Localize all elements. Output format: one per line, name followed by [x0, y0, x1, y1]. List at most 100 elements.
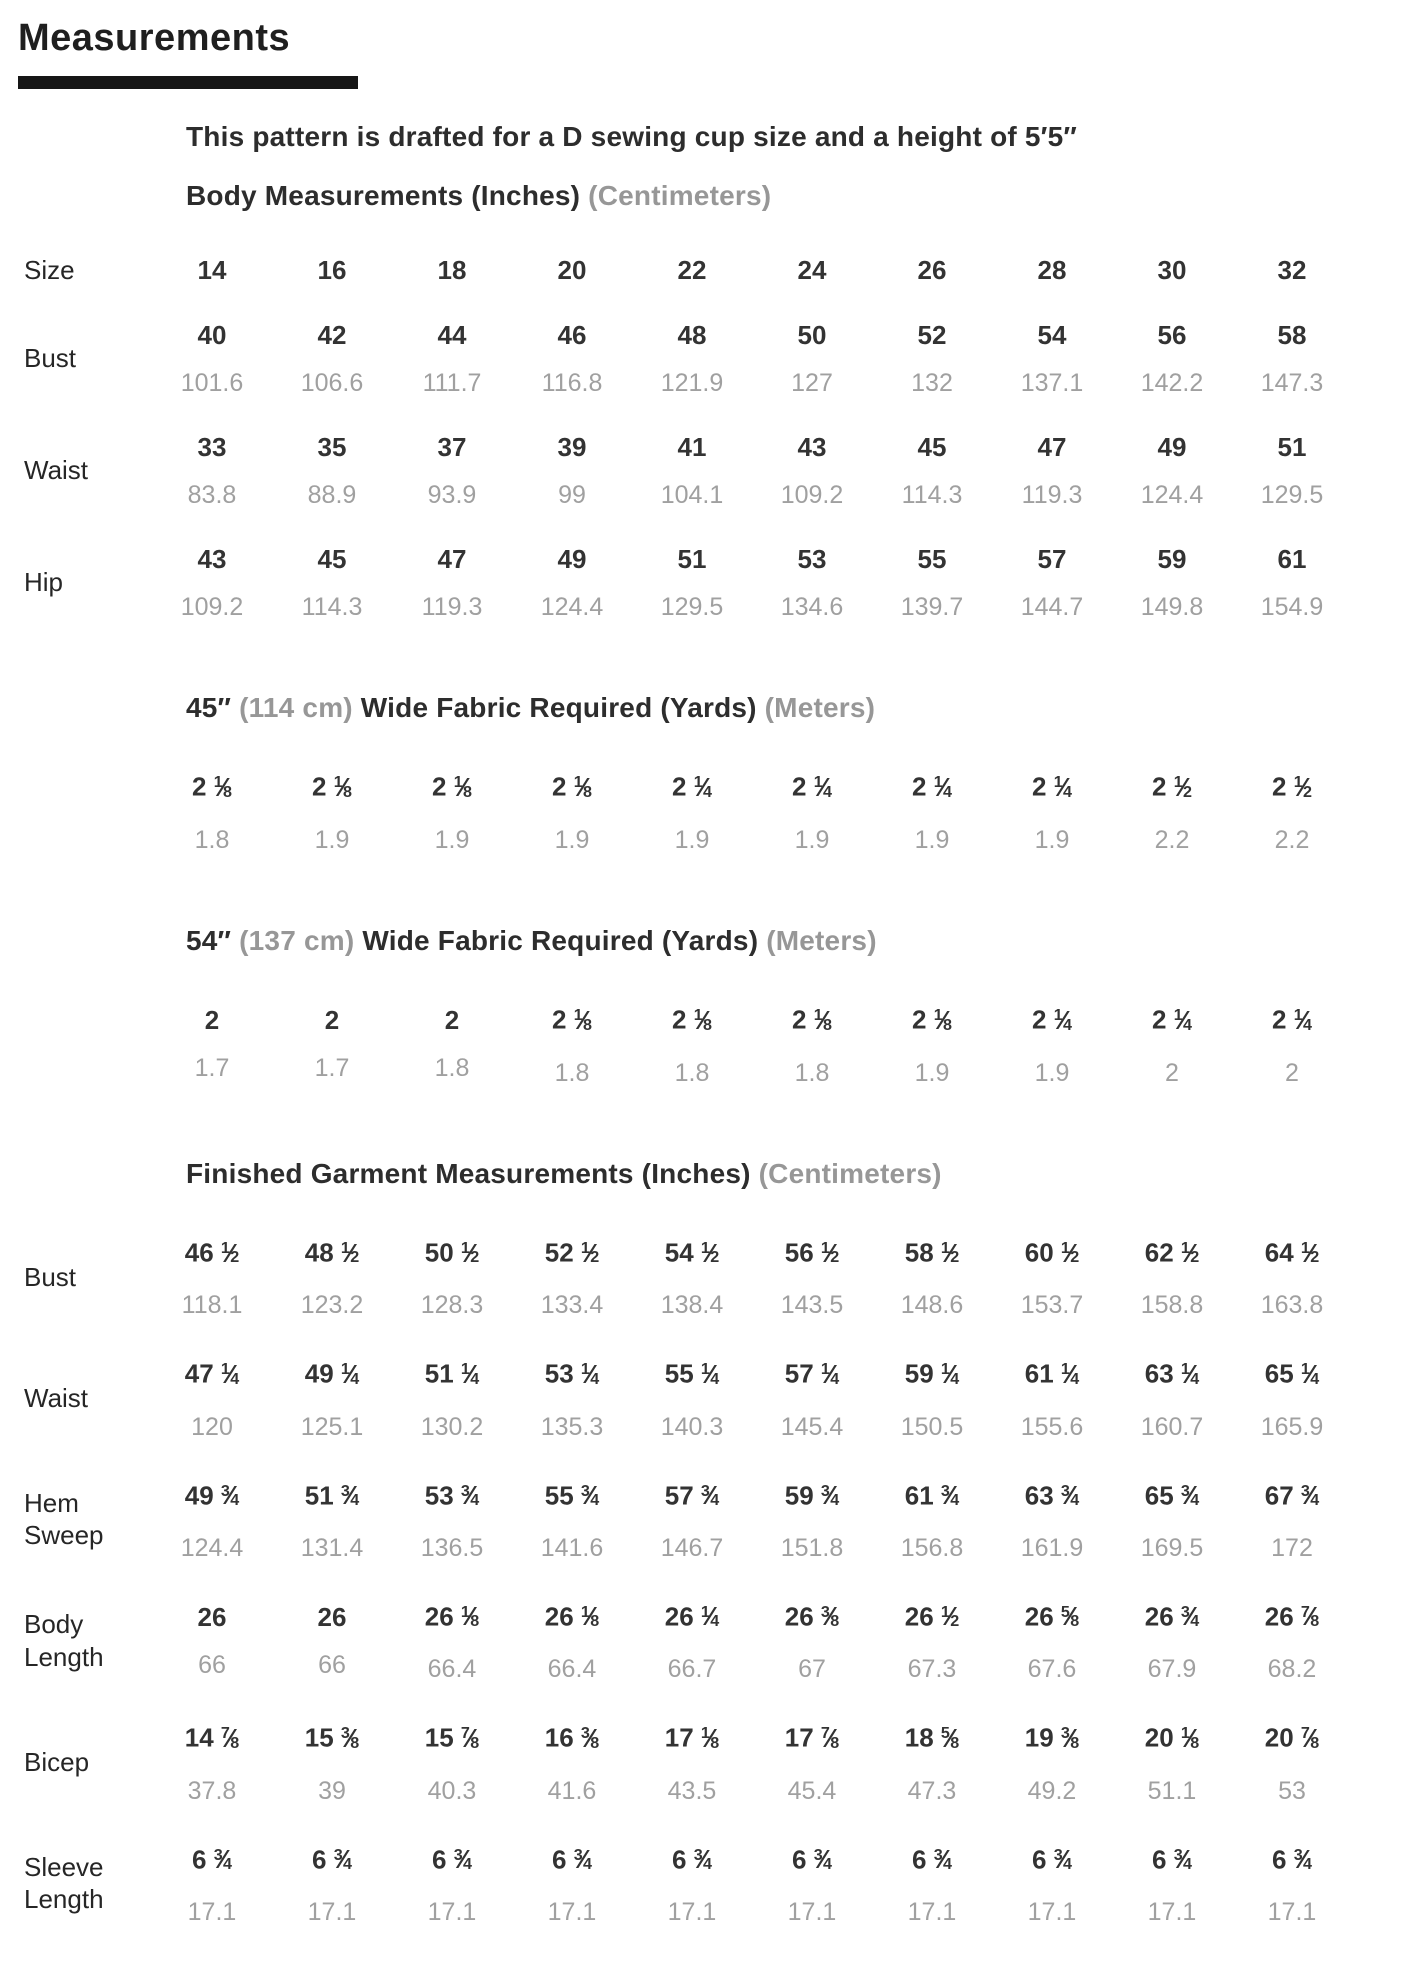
value-cm: 165.9 [1260, 1412, 1324, 1441]
value-cm: 1.8 [434, 1053, 470, 1082]
value-cm: 1.8 [554, 1058, 590, 1087]
value-inches: 2 [444, 1004, 460, 1035]
value-inches: 2 1⁄8 [912, 1004, 952, 1035]
value-cm: 1.9 [794, 825, 830, 854]
value-cell: 6 3⁄4 17.1 [1232, 1839, 1352, 1928]
fraction: 1⁄8 [813, 1004, 832, 1035]
fraction: 3⁄8 [580, 1722, 600, 1753]
value-inches: 47 1⁄4 [184, 1358, 240, 1389]
row-label: Hip [24, 567, 64, 598]
value-cell: 43 109.2 [152, 543, 272, 623]
value-cell: 14 7⁄8 37.8 [152, 1717, 272, 1806]
value-inches: 56 [1157, 319, 1187, 350]
value-cm: 104.1 [660, 480, 724, 509]
heading-alt-unit: (Meters) [766, 924, 877, 956]
row-label: Bust [24, 343, 77, 374]
row-bust: Bust 46 1⁄2 118.1 48 1⁄2 123.2 50 1⁄2 128.3 52 … [18, 1216, 1421, 1337]
value-inches: 48 1⁄2 [304, 1237, 360, 1268]
value-inches: 58 [1277, 319, 1307, 350]
value-inches: 55 [917, 543, 947, 574]
value-cm: 17.1 [1267, 1898, 1317, 1927]
value-cm: 1.9 [914, 825, 950, 854]
value-cell: 30 [1112, 254, 1232, 286]
value-cell: 2 1.7 [152, 1004, 272, 1084]
value-cell: 49 124.4 [512, 543, 632, 623]
row-label: Bust [24, 1261, 77, 1292]
value-inches: 14 [197, 255, 227, 286]
fraction: 3⁄4 [340, 1480, 360, 1511]
value-inches: 51 [1277, 431, 1307, 462]
value-inches: 47 [1037, 431, 1067, 462]
value-cell: 6 3⁄4 17.1 [1112, 1839, 1232, 1928]
value-cm: 123.2 [300, 1291, 364, 1320]
fraction: 1⁄8 [1180, 1722, 1200, 1753]
value-cm: 66 [318, 1650, 346, 1679]
value-cm: 17.1 [1027, 1898, 1077, 1927]
value-inches: 26 [917, 255, 947, 286]
fraction: 3⁄4 [700, 1480, 720, 1511]
value-inches: 14 7⁄8 [184, 1722, 240, 1753]
value-inches: 53 [797, 543, 827, 574]
value-cell: 2 1⁄4 1.9 [752, 766, 872, 855]
value-cell: 26 7⁄8 68.2 [1232, 1596, 1352, 1685]
value-inches: 57 1⁄4 [784, 1358, 840, 1389]
row-hem-sweep: Hem Sweep 49 3⁄4 124.4 51 3⁄4 131.4 53 3⁄4 136… [18, 1459, 1421, 1580]
value-inches: 59 1⁄4 [904, 1358, 960, 1389]
fraction: 1⁄2 [220, 1237, 240, 1268]
value-cell: 62 1⁄2 158.8 [1112, 1232, 1232, 1321]
value-cm: 128.3 [420, 1291, 484, 1320]
value-inches: 26 1⁄2 [904, 1601, 960, 1632]
value-cell: 45 114.3 [872, 431, 992, 511]
value-cm: 66.4 [547, 1655, 597, 1684]
fraction: 1⁄8 [573, 1004, 592, 1035]
row-fabric-54: 2 1.7 2 1.7 2 1.8 2 1⁄8 1.8 2 1⁄8 1.8 2 1⁄8 1.8 2 1⁄… [18, 983, 1421, 1104]
value-inches: 48 [677, 319, 707, 350]
value-cm: 49.2 [1027, 1776, 1077, 1805]
value-inches: 26 [317, 1601, 347, 1632]
fraction: 3⁄8 [340, 1722, 360, 1753]
value-cell: 57 144.7 [992, 543, 1112, 623]
value-cm: 1.9 [674, 825, 710, 854]
fraction: 3⁄4 [693, 1844, 712, 1875]
value-cell: 51 129.5 [1232, 431, 1352, 511]
value-cm: 137.1 [1020, 368, 1084, 397]
value-cm: 43.5 [667, 1776, 717, 1805]
value-inches: 41 [677, 431, 707, 462]
fraction: 1⁄4 [220, 1358, 240, 1389]
value-cm: 141.6 [540, 1534, 604, 1563]
fraction: 1⁄2 [940, 1237, 960, 1268]
value-cm: 146.7 [660, 1534, 724, 1563]
value-inches: 20 [557, 255, 587, 286]
fraction: 1⁄4 [1180, 1358, 1200, 1389]
fraction: 7⁄8 [1300, 1722, 1320, 1753]
value-cell: 2 1⁄4 1.9 [992, 999, 1112, 1088]
fraction: 1⁄2 [1060, 1237, 1080, 1268]
heading-alt-unit: (Centimeters) [758, 1157, 942, 1189]
fraction: 7⁄8 [460, 1722, 480, 1753]
value-inches: 49 3⁄4 [184, 1480, 240, 1511]
value-cell: 61 3⁄4 156.8 [872, 1475, 992, 1564]
value-inches: 6 3⁄4 [312, 1844, 352, 1875]
fraction: 3⁄8 [1060, 1722, 1080, 1753]
value-inches: 63 3⁄4 [1024, 1480, 1080, 1511]
fraction: 1⁄4 [1053, 771, 1072, 802]
row-body-length: Body Length 26 66 26 66 26 1⁄8 66.4 26 1⁄8 66.4 2… [18, 1580, 1421, 1701]
fraction: 1⁄2 [700, 1237, 720, 1268]
value-inches: 2 1⁄8 [792, 1004, 832, 1035]
value-inches: 62 1⁄2 [1144, 1237, 1200, 1268]
fraction: 1⁄4 [700, 1601, 720, 1632]
value-inches: 39 [557, 431, 587, 462]
value-inches: 26 5⁄8 [1024, 1601, 1080, 1632]
value-inches: 42 [317, 319, 347, 350]
value-cm: 17.1 [1147, 1898, 1197, 1927]
value-cell: 18 5⁄8 47.3 [872, 1717, 992, 1806]
value-inches: 56 1⁄2 [784, 1237, 840, 1268]
fraction: 7⁄8 [820, 1722, 840, 1753]
section-heading-body-measurements: Body Measurements (Inches) (Centimeters) [186, 179, 1421, 213]
fraction: 3⁄4 [813, 1844, 832, 1875]
row-label: Bicep [24, 1746, 90, 1777]
value-cm: 67 [798, 1655, 826, 1684]
value-inches: 17 7⁄8 [784, 1722, 840, 1753]
value-cm: 106.6 [300, 368, 364, 397]
